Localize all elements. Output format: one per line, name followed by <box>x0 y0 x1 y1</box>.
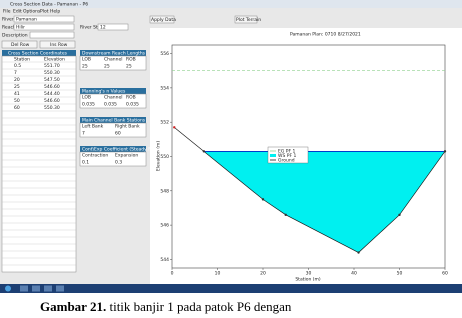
x-tick-label: 0 <box>171 271 174 277</box>
y-tick-label: 544 <box>160 257 169 263</box>
panel-title: Cont\Exp Coefficient (Steady Flow) <box>82 147 161 153</box>
cell: 547.50 <box>44 77 60 83</box>
plot-header: Pamanan Plan: 0710 8/27/2021 <box>290 32 361 38</box>
description-label: Description <box>2 33 28 39</box>
window-title: Cross Section Data - Pamanan - P6 <box>10 2 88 8</box>
apply-button-label: Apply Data <box>151 17 176 23</box>
x-tick-label: 50 <box>397 271 403 277</box>
panel-value: 25 <box>82 64 88 70</box>
coordinates-title: Cross Section Coordinates <box>8 51 68 57</box>
x-tick-label: 10 <box>215 271 221 277</box>
cell: 550.30 <box>44 70 60 76</box>
menu-item[interactable]: File <box>3 9 11 15</box>
panel-value: 60 <box>115 131 121 137</box>
cell: 20 <box>14 77 20 83</box>
panel-title: Manning's n Values <box>82 89 126 95</box>
panel-column-header: Channel <box>104 95 122 101</box>
y-tick-label: 554 <box>160 85 169 91</box>
panel-value: 0.035 <box>82 102 95 108</box>
panel-title: Downstream Reach Lengths <box>82 51 146 57</box>
cell: 544.40 <box>44 91 60 97</box>
cell: 551.70 <box>44 63 60 69</box>
caption: Gambar 21. titik banjir 1 pada patok P6 … <box>40 299 292 314</box>
cell: 50 <box>14 98 20 104</box>
panel-value: 25 <box>126 64 132 70</box>
column-header: Station <box>14 57 30 63</box>
taskbar-icon[interactable] <box>44 286 52 292</box>
legend-swatch <box>270 154 276 157</box>
taskbar-icon[interactable] <box>20 286 28 292</box>
caption-label: Gambar 21. <box>40 299 106 314</box>
panel-column-header: Contraction <box>82 153 108 159</box>
taskbar-icon[interactable] <box>56 286 64 292</box>
column-header: Elevation <box>44 57 65 63</box>
menu-item[interactable]: Edit <box>13 9 22 15</box>
ins-row-label: Ins Row <box>50 42 68 48</box>
panel-value: 0.035 <box>104 102 117 108</box>
ground-point <box>444 150 446 152</box>
x-tick-label: 40 <box>351 271 357 277</box>
panel-column-header: LOB <box>82 57 91 63</box>
panel-column-header: Left Bank <box>82 124 104 130</box>
panel-value: 0.3 <box>115 160 122 166</box>
panel-column-header: LOB <box>82 95 91 101</box>
cell: 546.60 <box>44 98 60 104</box>
ground-point <box>398 214 400 216</box>
x-axis-label: Station (m) <box>295 277 321 283</box>
panel-value: 0.035 <box>126 102 139 108</box>
panel-column-header: Channel <box>104 57 122 63</box>
cell: 550.30 <box>44 105 60 111</box>
y-tick-label: 546 <box>160 223 169 229</box>
cell: 7 <box>14 70 17 76</box>
panel-value: 7 <box>82 131 85 137</box>
panel-value: 0.1 <box>82 160 89 166</box>
cell: 41 <box>14 91 20 97</box>
y-tick-label: 556 <box>160 51 169 57</box>
x-tick-label: 30 <box>306 271 312 277</box>
ground-point <box>173 126 175 128</box>
ground-point <box>203 150 205 152</box>
y-tick-label: 548 <box>160 188 169 194</box>
ground-point <box>285 214 287 216</box>
ground-point <box>262 198 264 200</box>
panel-column-header: Expansion <box>115 153 138 159</box>
description-input[interactable] <box>30 32 74 38</box>
cell: 25 <box>14 84 20 90</box>
x-tick-label: 60 <box>442 271 448 277</box>
cell: 0.5 <box>14 63 21 69</box>
ground-point <box>357 251 359 253</box>
start-button[interactable] <box>5 286 11 292</box>
y-tick-label: 550 <box>160 154 169 160</box>
screenshot: Cross Section Data - Pamanan - P6 File E… <box>0 0 462 318</box>
cell: 546.60 <box>44 84 60 90</box>
station-value: 12 <box>100 25 106 31</box>
panel-column-header: ROB <box>126 57 136 63</box>
caption-text: titik banjir 1 pada patok P6 dengan <box>106 299 292 314</box>
panel-column-header: Right Bank <box>115 124 140 130</box>
del-row-label: Del Row <box>11 42 30 48</box>
taskbar <box>0 284 462 293</box>
panel-column-header: ROB <box>126 95 136 101</box>
menu-item[interactable]: Help <box>50 9 60 15</box>
plot-options-label: Plot Terrain <box>236 17 261 23</box>
menu-item[interactable]: Options <box>23 9 41 15</box>
river-value: Pamanan <box>16 17 37 23</box>
x-tick-label: 20 <box>260 271 266 277</box>
reach-value: Hilir <box>16 25 25 31</box>
legend-label: Ground <box>278 158 295 164</box>
cell: 60 <box>14 105 20 111</box>
y-tick-label: 552 <box>160 120 169 126</box>
page: Cross Section Data - Pamanan - P6 File E… <box>0 0 462 318</box>
river-label: River: <box>2 17 15 23</box>
taskbar-icon[interactable] <box>32 286 40 292</box>
menu-item[interactable]: Plot <box>40 9 49 15</box>
panel-title: Main Channel Bank Stations <box>82 118 146 124</box>
panel-value: 25 <box>104 64 110 70</box>
